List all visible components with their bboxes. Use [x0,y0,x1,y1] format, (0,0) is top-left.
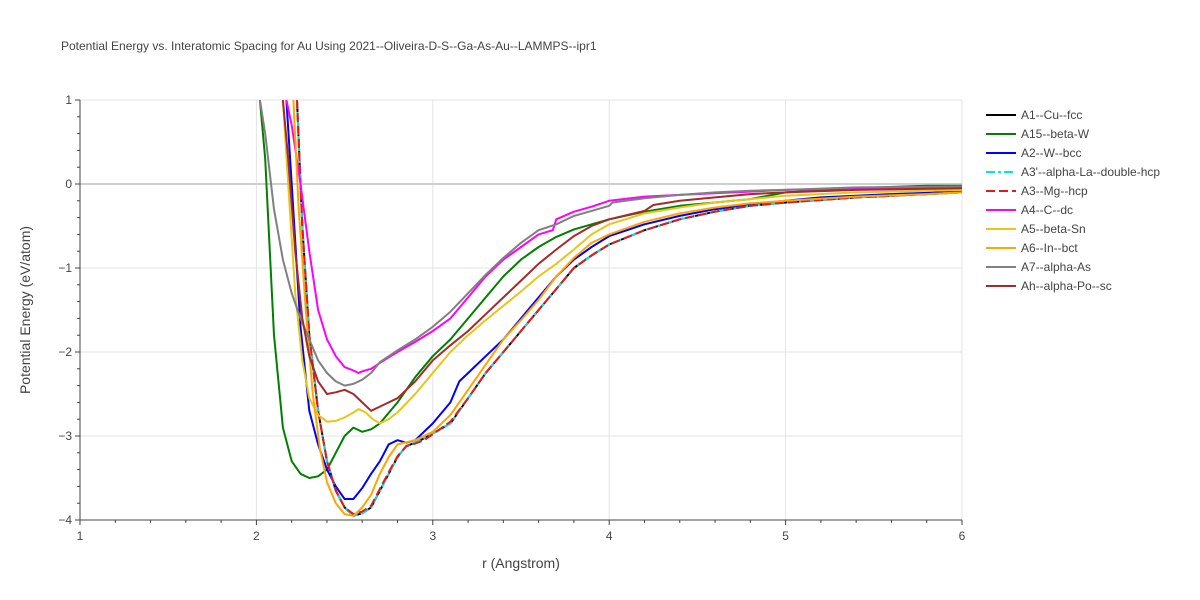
y-tick-label: 0 [65,177,72,191]
legend-label: A5--beta-Sn [1021,222,1086,236]
legend-item[interactable]: A7--alpha-As [986,260,1091,274]
legend-label: A3'--alpha-La--double-hcp [1021,165,1160,179]
series-line-6[interactable] [285,100,962,374]
grid [80,99,963,520]
legend-item[interactable]: Ah--alpha-Po--sc [986,279,1112,293]
y-axis-title: Potential Energy (eV/atom) [17,226,33,394]
series-line-4[interactable] [296,100,962,517]
y-tick-label: −3 [58,429,72,443]
y-tick-label: 1 [65,93,72,107]
series-line-7[interactable] [281,100,962,425]
chart-title: Potential Energy vs. Interatomic Spacing… [61,39,597,53]
x-axis-title: r (Angstrom) [482,555,560,571]
legend-label: A1--Cu--fcc [1021,108,1082,122]
legend-label: A4--C--dc [1021,203,1073,217]
legend-item[interactable]: A3--Mg--hcp [986,184,1088,198]
legend-label: A15--beta-W [1021,127,1090,141]
x-tick-label: 5 [782,529,789,543]
legend-label: Ah--alpha-Po--sc [1021,279,1112,293]
y-tick-label: −4 [58,513,72,527]
legend-item[interactable]: A3'--alpha-La--double-hcp [986,165,1160,179]
series-line-3[interactable] [285,100,962,500]
series-line-2[interactable] [258,100,962,479]
y-tick-label: −2 [58,345,72,359]
x-tick-label: 3 [429,529,436,543]
x-axis: 1 2 3 4 5 6 [77,519,966,543]
x-tick-label: 6 [959,529,966,543]
x-tick-label: 1 [77,529,84,543]
x-tick-label: 4 [606,529,613,543]
legend-label: A2--W--bcc [1021,146,1081,160]
legend-label: A7--alpha-As [1021,260,1091,274]
series-line-5[interactable] [296,100,962,516]
plot-area[interactable] [258,100,962,517]
series-line-10[interactable] [281,100,962,412]
legend[interactable]: A1--Cu--fcc A15--beta-W A2--W--bcc A3'--alp… [986,108,1160,293]
x-tick-label: 2 [253,529,260,543]
legend-item[interactable]: A1--Cu--fcc [986,108,1082,122]
legend-label: A3--Mg--hcp [1021,184,1088,198]
y-axis: 1 0 −1 −2 −3 −4 [58,93,81,527]
legend-item[interactable]: A5--beta-Sn [986,222,1086,236]
y-tick-label: −1 [58,261,72,275]
legend-item[interactable]: A4--C--dc [986,203,1073,217]
legend-item[interactable]: A15--beta-W [986,127,1090,141]
series-line-9[interactable] [258,100,962,387]
series-line-1[interactable] [296,100,962,517]
legend-label: A6--In--bct [1021,241,1078,255]
legend-item[interactable]: A6--In--bct [986,241,1078,255]
legend-item[interactable]: A2--W--bcc [986,146,1081,160]
series-line-8[interactable] [292,100,962,517]
